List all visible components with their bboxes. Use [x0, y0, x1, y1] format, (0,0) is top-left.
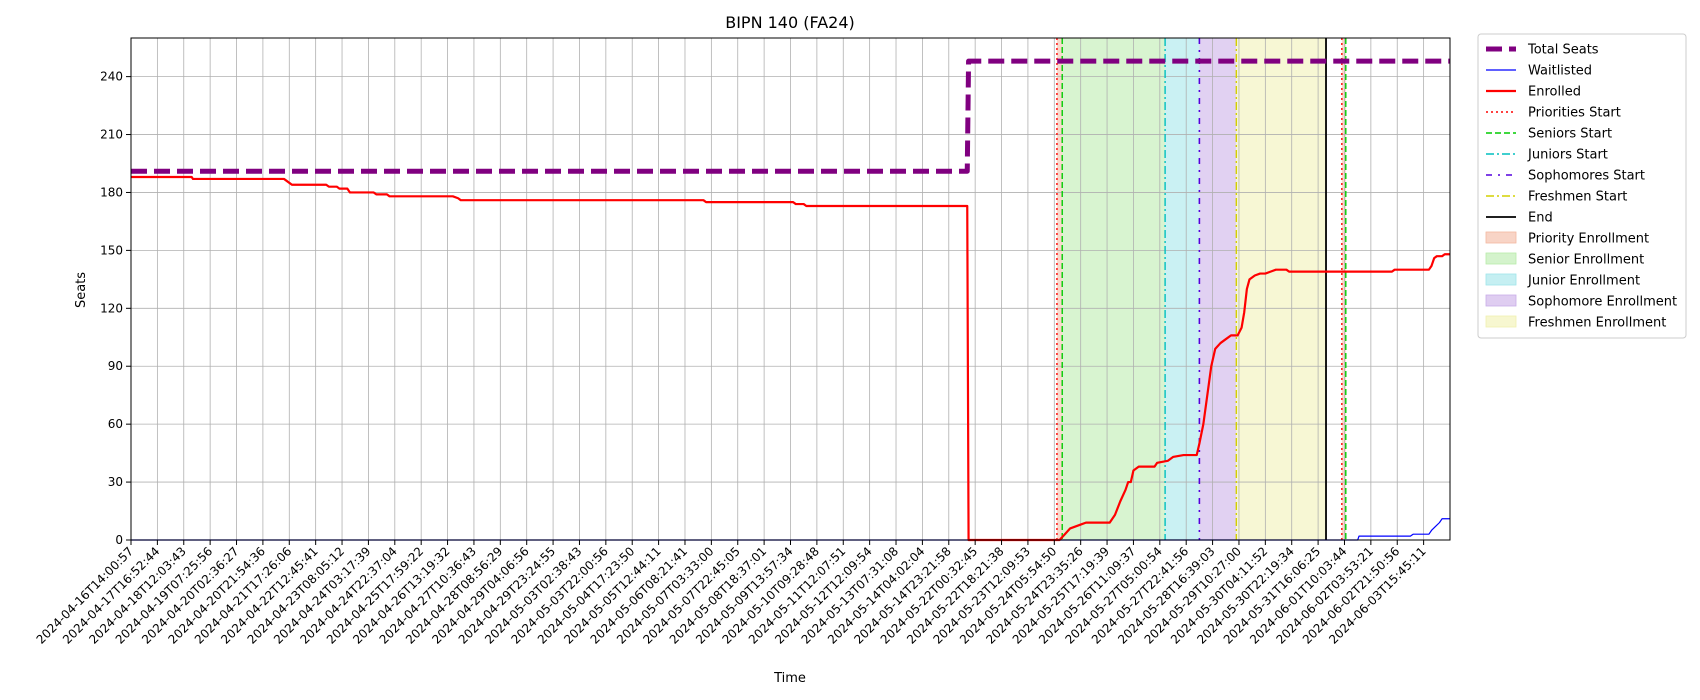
- legend-item: Priority Enrollment: [1485, 231, 1649, 247]
- plot-area: 03060901201501802102402024-04-16T14:00:5…: [34, 37, 1451, 647]
- series-total-seats: [131, 58, 1450, 174]
- y-tick-label: 30: [108, 475, 123, 489]
- legend: Total Seats Waitlisted Enrolled Priorities …: [1477, 33, 1687, 339]
- legend-item: Freshmen Enrollment: [1485, 315, 1666, 331]
- legend-item: Seniors Start: [1486, 127, 1612, 142]
- legend-label: Waitlisted: [1528, 64, 1592, 79]
- legend-item: Waitlisted: [1486, 64, 1592, 79]
- legend-swatch: [1485, 315, 1517, 328]
- legend-item: Priorities Start: [1486, 106, 1621, 121]
- legend-item: Total Seats: [1486, 43, 1599, 58]
- y-tick-label: 210: [100, 128, 123, 142]
- y-tick-label: 150: [100, 243, 123, 257]
- y-tick-label: 0: [115, 533, 123, 547]
- legend-item: Sophomores Start: [1486, 169, 1645, 184]
- legend-label: Junior Enrollment: [1527, 274, 1640, 289]
- legend-label: Priority Enrollment: [1528, 232, 1649, 247]
- legend-item: Freshmen Start: [1486, 190, 1627, 205]
- legend-item: Enrolled: [1486, 85, 1581, 100]
- y-tick-label: 90: [108, 359, 123, 373]
- y-tick-label: 60: [108, 417, 123, 431]
- y-axis-title: Seats: [74, 272, 89, 308]
- span-3: [1199, 38, 1237, 540]
- legend-swatch: [1485, 294, 1517, 307]
- legend-label: Sophomore Enrollment: [1528, 295, 1677, 310]
- legend-label: Seniors Start: [1528, 127, 1612, 142]
- legend-label: Freshmen Start: [1528, 190, 1627, 205]
- legend-label: Enrolled: [1528, 85, 1581, 100]
- legend-item: Sophomore Enrollment: [1485, 294, 1677, 310]
- span-2: [1165, 38, 1200, 540]
- legend-label: End: [1528, 211, 1553, 226]
- span-4: [1236, 38, 1327, 540]
- series-waitlisted: [131, 518, 1450, 541]
- span-0: [1056, 38, 1063, 540]
- legend-label: Freshmen Enrollment: [1528, 316, 1666, 331]
- legend-swatch: [1485, 252, 1517, 265]
- x-axis-title: Time: [773, 671, 806, 686]
- legend-label: Senior Enrollment: [1528, 253, 1644, 268]
- legend-swatch: [1485, 273, 1517, 286]
- y-tick-label: 180: [100, 185, 123, 199]
- legend-item: Senior Enrollment: [1485, 252, 1644, 268]
- series-enrolled: [131, 175, 1450, 542]
- legend-item: Juniors Start: [1486, 148, 1608, 163]
- legend-label: Total Seats: [1527, 43, 1599, 58]
- span-1: [1062, 38, 1166, 540]
- legend-item: Junior Enrollment: [1485, 273, 1640, 289]
- legend-label: Juniors Start: [1527, 148, 1608, 163]
- y-tick-label: 120: [100, 301, 123, 315]
- span-5: [1341, 38, 1346, 540]
- legend-swatch: [1485, 231, 1517, 244]
- legend-label: Priorities Start: [1528, 106, 1621, 121]
- chart-title: BIPN 140 (FA24): [725, 13, 855, 32]
- legend-box: [1477, 33, 1687, 339]
- legend-label: Sophomores Start: [1528, 169, 1645, 184]
- legend-item: End: [1486, 211, 1553, 226]
- y-tick-label: 240: [100, 70, 123, 84]
